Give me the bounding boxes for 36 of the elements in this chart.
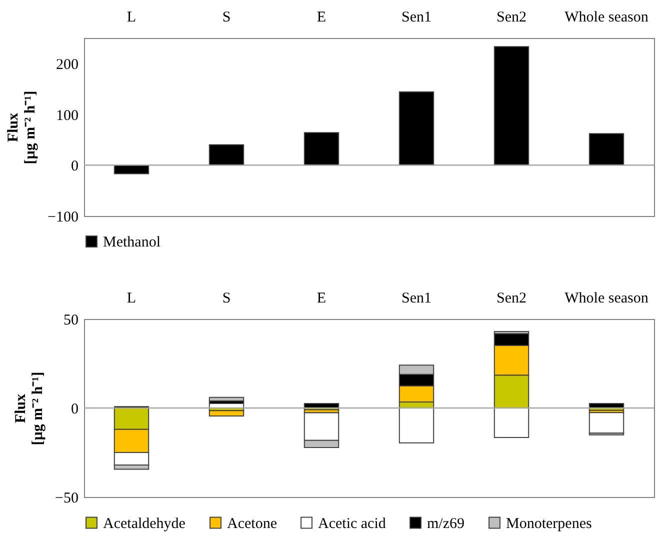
bar — [208, 410, 244, 417]
bar — [114, 164, 150, 174]
x-tick-label: Whole season — [564, 10, 649, 26]
x-tick-label: Whole season — [564, 290, 649, 306]
y-axis-title: Flux [µg m⁻² h⁻¹] — [13, 372, 46, 446]
legend-label: Methanol — [103, 234, 160, 250]
x-tick-label: Sen1 — [402, 290, 432, 306]
bar — [304, 132, 340, 166]
y-tick-label: −100 — [48, 210, 78, 226]
y-axis-title: Flux [µg m⁻² h⁻¹] — [6, 90, 39, 164]
x-tick-label: Sen2 — [496, 10, 526, 26]
legend-label: Acetic acid — [318, 516, 386, 532]
y-tick-label: 100 — [56, 108, 78, 124]
legend-label: Acetone — [227, 516, 278, 532]
bar — [588, 412, 624, 434]
y-tick-label: 0 — [71, 158, 78, 175]
legend-label: Acetaldehyde — [103, 516, 186, 532]
bar — [208, 396, 244, 402]
y-tick-label: 50 — [64, 312, 78, 328]
bar — [398, 91, 434, 166]
x-tick-label: S — [222, 290, 231, 306]
x-tick-label: E — [316, 290, 326, 306]
x-tick-label: Sen2 — [496, 290, 526, 306]
x-tick-label: Sen1 — [402, 10, 432, 26]
y-tick-label: 0 — [71, 402, 78, 418]
x-tick-label: L — [126, 10, 136, 26]
x-tick-label: L — [126, 290, 136, 306]
legend-label: m/z69 — [427, 516, 464, 532]
x-tick-label: E — [316, 10, 326, 26]
bar — [588, 133, 624, 166]
bar — [208, 144, 244, 166]
x-tick-label: S — [222, 10, 231, 26]
y-tick-label: 200 — [56, 56, 78, 73]
legend-label: Monoterpenes — [506, 516, 592, 532]
bar — [494, 46, 530, 166]
y-tick-label: −50 — [55, 490, 78, 506]
